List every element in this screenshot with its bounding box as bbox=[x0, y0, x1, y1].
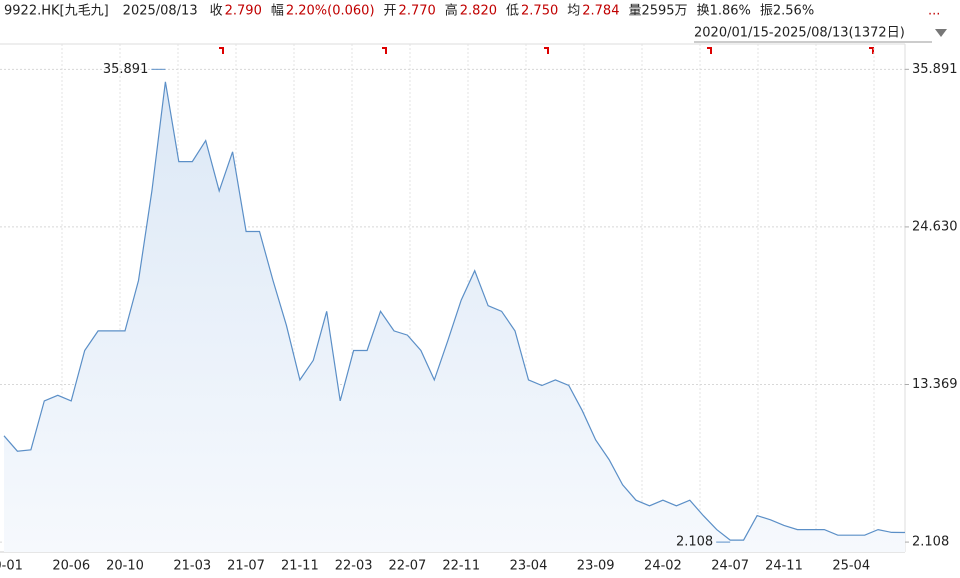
header-text: 2.750 bbox=[521, 4, 558, 19]
y-tick-label: 24.630 bbox=[912, 219, 958, 234]
x-tick-label: 20-06 bbox=[52, 559, 90, 574]
x-tick-label: 23-04 bbox=[510, 559, 548, 574]
header-text: 换1.86% bbox=[697, 4, 751, 19]
price-area bbox=[4, 81, 905, 553]
x-tick-label: 22-11 bbox=[442, 559, 480, 574]
header-text: 量2595万 bbox=[628, 4, 687, 19]
annotation-label: 35.891 bbox=[103, 62, 149, 77]
header-text: 2.770 bbox=[399, 4, 436, 19]
header-text: 幅 bbox=[271, 4, 284, 19]
x-tick-label: 22-03 bbox=[335, 559, 373, 574]
y-tick-label: 2.108 bbox=[912, 535, 949, 550]
annotation-label: 2.108 bbox=[676, 535, 713, 550]
x-tick-label: 20-01 bbox=[0, 559, 23, 574]
header-text: 振2.56% bbox=[760, 4, 814, 19]
header-text: 高 bbox=[445, 3, 458, 19]
x-tick-label: 24-07 bbox=[711, 559, 749, 574]
header-text: 开 bbox=[384, 4, 397, 19]
x-tick-label: 25-04 bbox=[832, 559, 870, 574]
header: 9922.HK[九毛九] 2025/08/13 收 2.790 幅 2.20%(0.060… bbox=[4, 3, 947, 43]
header-text: 2.784 bbox=[582, 4, 619, 19]
y-tick-label: 35.891 bbox=[912, 62, 958, 77]
header-text: 均 bbox=[567, 4, 580, 19]
x-tick-label: 24-11 bbox=[765, 559, 803, 574]
x-tick-label: 21-11 bbox=[281, 559, 319, 574]
date-range[interactable]: 2020/01/15-2025/08/13(1372日) bbox=[694, 26, 905, 41]
header-text: 2025/08/13 bbox=[123, 4, 198, 19]
header-text: 收 bbox=[210, 4, 223, 19]
header-text: 2.20%(0.060) bbox=[286, 4, 375, 19]
header-text: 2.820 bbox=[460, 4, 497, 19]
header-text: 2.790 bbox=[225, 4, 262, 19]
y-tick-label: 13.369 bbox=[912, 377, 958, 392]
header-text: ... bbox=[928, 4, 940, 19]
x-tick-label: 23-09 bbox=[577, 559, 615, 574]
x-tick-label: 24-02 bbox=[644, 559, 682, 574]
x-tick-label: 21-03 bbox=[173, 559, 211, 574]
x-tick-label: 20-10 bbox=[106, 559, 144, 574]
header-text: 低 bbox=[506, 4, 519, 19]
dropdown-arrow bbox=[935, 29, 947, 37]
x-tick-label: 22-07 bbox=[389, 559, 427, 574]
event-markers bbox=[219, 47, 874, 54]
header-text: 9922.HK[九毛九] bbox=[4, 4, 109, 19]
x-tick-label: 21-07 bbox=[227, 559, 265, 574]
price-line bbox=[3, 81, 906, 541]
